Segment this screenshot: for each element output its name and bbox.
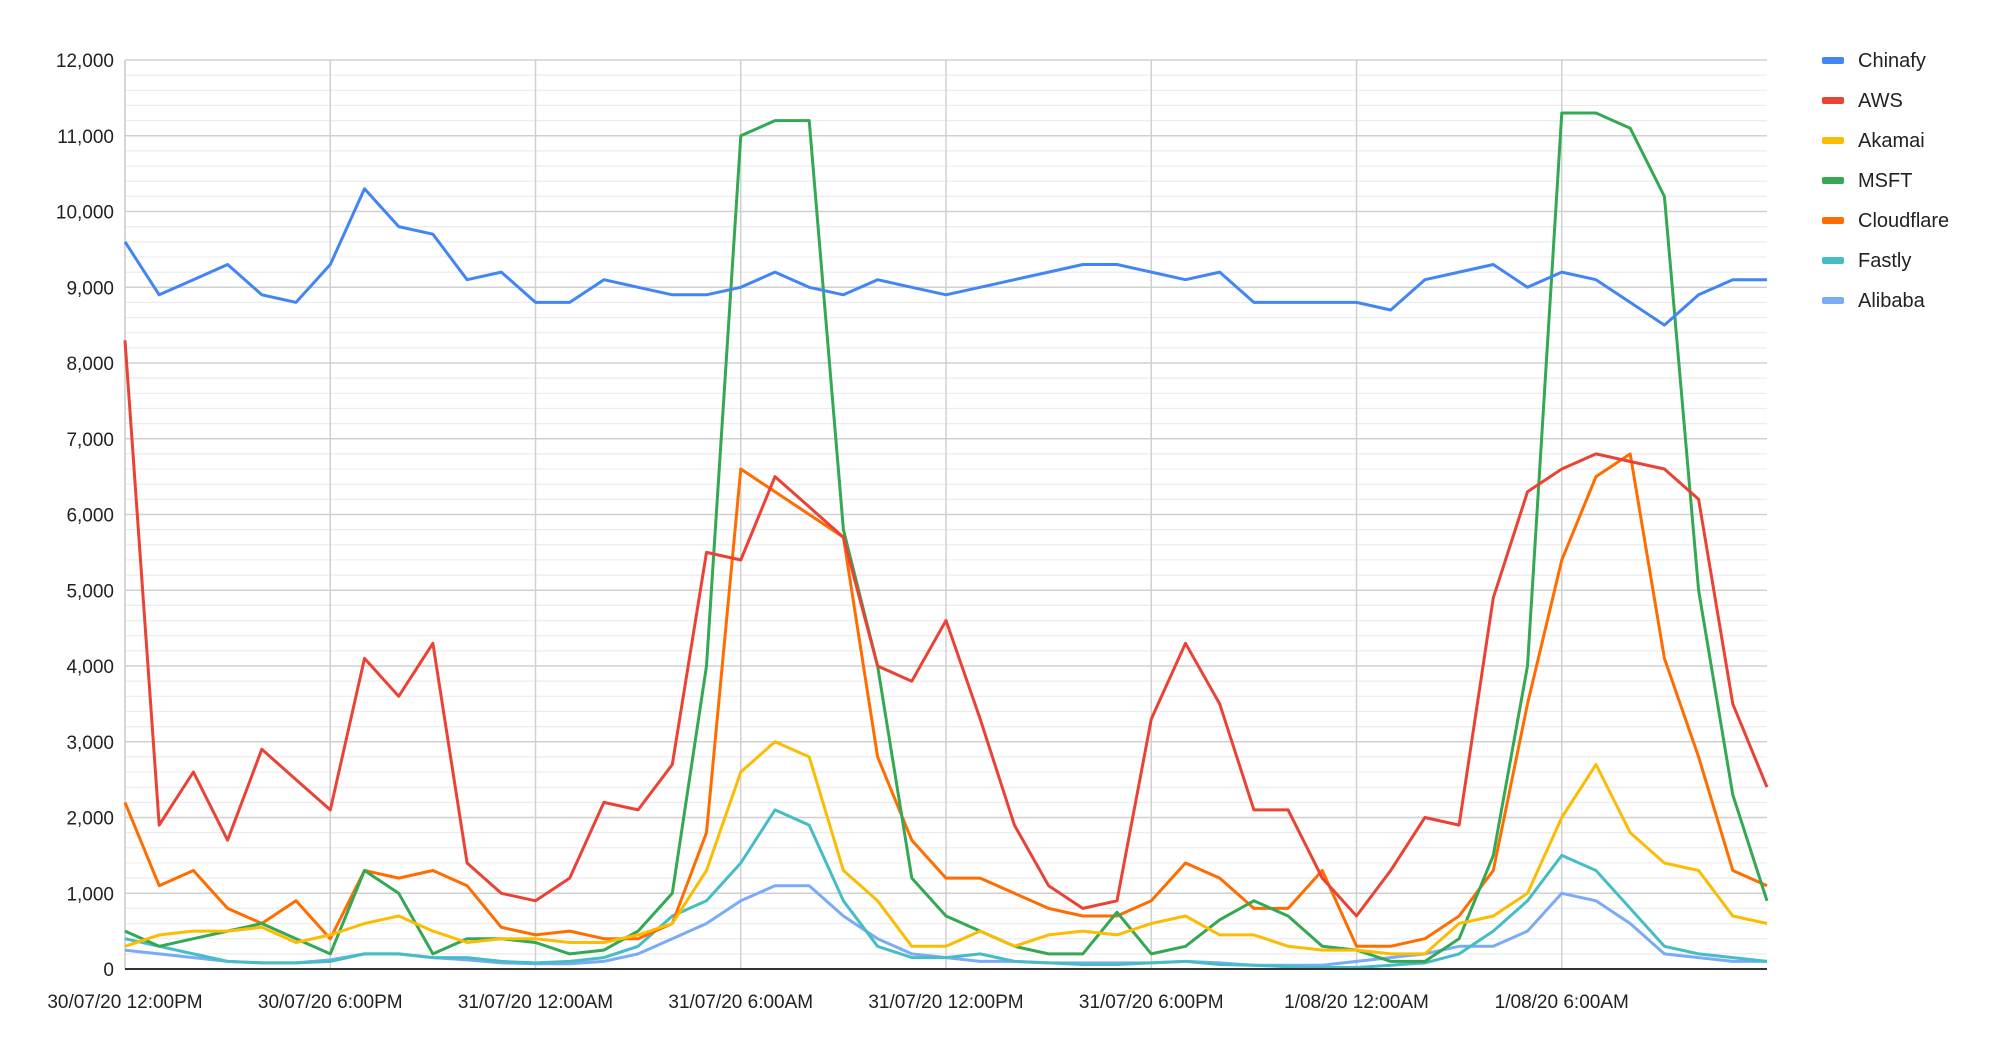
legend-label: Alibaba [1858,290,1926,312]
series-line-akamai [124,740,1768,956]
legend-swatch [1822,57,1844,64]
legend-label: Akamai [1858,130,1925,152]
legend-label: Fastly [1858,250,1911,272]
legend-swatch [1822,177,1844,184]
legend-swatch [1822,257,1844,264]
y-axis-tick-labels: 0 1,000 2,000 3,000 4,000 5,000 6,000 7,000 8,00… [56,51,114,981]
x-tick-label: 1/08/20 6:00AM [1495,992,1629,1013]
legend-label: Chinafy [1858,50,1926,72]
legend-item-cloudflare[interactable]: Cloudflare [1822,210,1949,232]
series-lines [123,111,1769,969]
legend-label: Cloudflare [1858,210,1949,232]
legend-item-chinafy[interactable]: Chinafy [1822,50,1926,72]
series-line-cloudflare [123,452,1768,948]
x-tick-label: 1/08/20 12:00AM [1284,992,1429,1013]
y-tick-label: 0 [103,960,114,981]
series-line-msft [124,111,1769,963]
x-tick-label: 31/07/20 6:00PM [1079,992,1224,1013]
legend-swatch [1822,137,1844,144]
y-tick-label: 1,000 [66,884,114,905]
legend-label: AWS [1858,90,1903,112]
y-tick-label: 3,000 [66,733,114,754]
y-tick-label: 2,000 [66,809,114,830]
y-tick-label: 7,000 [66,430,114,451]
y-tick-label: 4,000 [66,657,114,678]
y-tick-label: 9,000 [66,278,114,299]
y-tick-label: 10,000 [56,203,114,224]
series-line-chinafy [123,187,1767,327]
y-tick-label: 5,000 [66,581,114,602]
y-tick-label: 8,000 [66,354,114,375]
x-tick-label: 30/07/20 6:00PM [258,992,403,1013]
legend-item-aws[interactable]: AWS [1822,90,1903,112]
legend-swatch [1822,217,1844,224]
series-line-fastly [124,808,1768,969]
legend-label: MSFT [1858,170,1912,192]
legend: Chinafy AWS Akamai MSFT Cloudflare Fastly Alib… [1822,50,1949,312]
legend-item-msft[interactable]: MSFT [1822,170,1912,192]
x-tick-label: 31/07/20 6:00AM [668,992,813,1013]
y-tick-label: 12,000 [56,51,114,72]
x-tick-label: 31/07/20 12:00AM [458,992,613,1013]
y-tick-label: 11,000 [57,127,114,148]
x-tick-label: 30/07/20 12:00PM [47,992,202,1013]
series-line-aws [123,340,1769,918]
legend-swatch [1822,97,1844,104]
x-axis-tick-labels: 30/07/20 12:00PM 30/07/20 6:00PM 31/07/20 … [47,992,1628,1013]
x-tick-label: 31/07/20 12:00PM [868,992,1023,1013]
y-tick-label: 6,000 [66,506,114,527]
legend-item-alibaba[interactable]: Alibaba [1822,290,1926,312]
legend-swatch [1822,297,1844,304]
legend-item-akamai[interactable]: Akamai [1822,130,1925,152]
legend-item-fastly[interactable]: Fastly [1822,250,1911,272]
